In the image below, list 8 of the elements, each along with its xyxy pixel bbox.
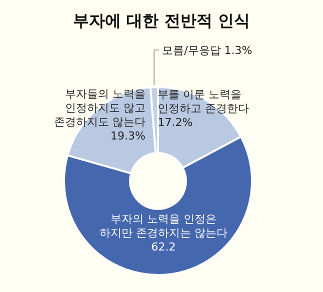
slice-label: 부를 이룬 노력을 인정하고 존경한다 [158, 88, 250, 116]
data-label: 62.2 [151, 240, 176, 254]
slice-label: 부자들의 노력을 인정하지도 않고 존경하지도 않는다 [54, 87, 146, 128]
data-label: 17.2% [158, 116, 193, 130]
slice-label: 모름/무응답 1.3% [162, 44, 252, 57]
data-label: 19.3% [110, 129, 146, 142]
chart-title: 부자에 대한 전반적 인식 [73, 11, 250, 30]
slice-label: 부자의 노력을 인정은 하지만 존경하지는 않는다 [100, 212, 228, 240]
